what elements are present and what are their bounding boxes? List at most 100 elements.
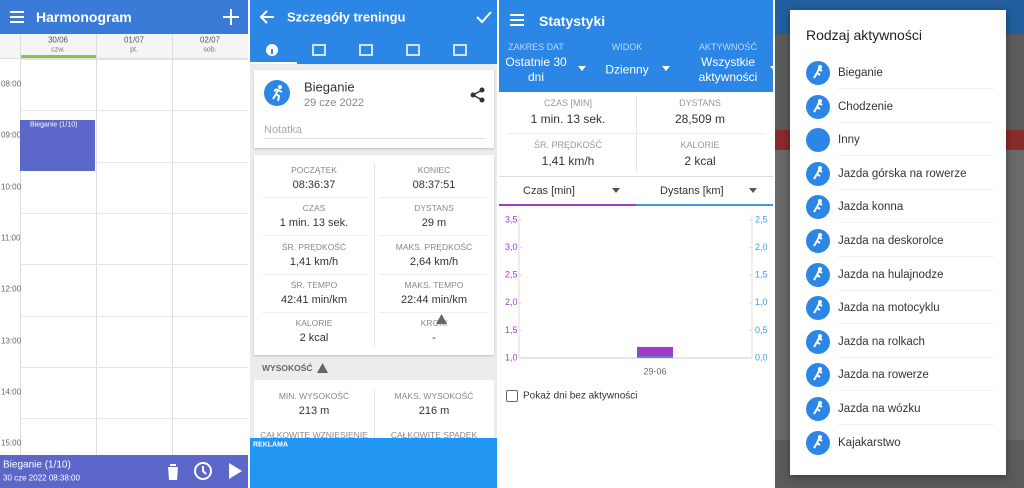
y-tick-label: 2,0	[505, 297, 518, 307]
menu-button[interactable]	[8, 8, 26, 26]
filter-value: Wszystkie aktywności	[698, 55, 758, 84]
day-date: 30/06	[47, 35, 69, 45]
y-tick-label: 2,5	[505, 270, 518, 280]
stat-value: 213 m	[298, 405, 330, 417]
stat-label: KROKI	[420, 318, 448, 329]
y-tick-label: 1,5	[505, 325, 518, 335]
series-selector[interactable]: Dystans [km]	[660, 185, 724, 197]
event-block[interactable]: Bieganie (1/10)	[20, 120, 95, 171]
bottom-bar: Bieganie (1/10) 30 cze 2022 08:38:00	[0, 455, 248, 488]
ad-label: REKLAMA	[253, 441, 288, 449]
dialog: Rodzaj aktywności Bieganie Chodzenie Inny Ja…	[790, 10, 1006, 475]
summary-label: CZAS [MIN]	[543, 98, 592, 108]
hour-line	[20, 161, 248, 163]
warning-icon	[436, 314, 447, 324]
play-button[interactable]	[227, 461, 243, 481]
activity-option[interactable]: Chodzenie	[804, 90, 994, 123]
share-button[interactable]	[470, 87, 486, 103]
activity-option[interactable]: Jazda na wózku	[804, 393, 994, 425]
stat-value: 08:36:37	[292, 179, 336, 191]
option-divider	[838, 155, 994, 157]
warning-icon	[317, 363, 328, 373]
time-button[interactable]	[193, 461, 213, 481]
tab-icon[interactable]	[265, 43, 279, 57]
stat-label: CAŁKOWITE WZNIESIENIE	[260, 430, 368, 440]
row-divider	[379, 273, 487, 275]
tab-icon[interactable]	[312, 43, 326, 57]
activity-option[interactable]: Jazda górska na rowerze	[804, 157, 994, 190]
day-date: 02/07	[199, 35, 221, 45]
stat-label: KONIEC	[417, 165, 451, 175]
hour-line	[20, 212, 248, 214]
activity-name: Jazda na rolkach	[838, 335, 925, 348]
activity-icon	[806, 94, 830, 119]
activity-icon	[806, 262, 830, 287]
activity-icon	[806, 363, 830, 388]
series-selector[interactable]: Czas [min]	[523, 185, 575, 197]
activity-icon	[806, 229, 830, 253]
back-button[interactable]	[258, 8, 276, 26]
app-bar: Statystyki ZAKRES DAT Ostatnie 30 dni WIDOK…	[499, 0, 773, 92]
stat-value: 42:41 min/km	[280, 293, 348, 306]
day-weekday: pt.	[130, 46, 138, 54]
header-card: Bieganie 29 cze 2022 Notatka	[254, 70, 494, 148]
stat-label: POCZĄTEK	[291, 165, 337, 175]
activity-option[interactable]: Bieganie	[804, 57, 994, 89]
option-divider	[838, 424, 994, 425]
activity-option[interactable]: Jazda na hulajnodze	[804, 258, 994, 291]
save-button[interactable]	[476, 9, 492, 25]
stat-label: DYSTANS	[414, 203, 454, 214]
note-input[interactable]: Notatka	[264, 124, 302, 136]
activity-date: 29 cze 2022	[304, 97, 364, 109]
option-divider	[838, 121, 994, 123]
series-underline	[499, 204, 636, 206]
activity-option[interactable]: Jazda na rowerze	[804, 359, 994, 392]
hour-line	[20, 366, 248, 368]
activity-option[interactable]: Jazda na rolkach	[804, 325, 994, 358]
delete-button[interactable]	[164, 461, 182, 481]
day-weekday: czw.	[51, 46, 65, 54]
activity-option[interactable]: Inny	[804, 124, 994, 157]
activity-name: Bieganie	[304, 79, 355, 95]
note-underline	[264, 138, 486, 139]
option-divider	[838, 88, 994, 89]
row-divider	[262, 273, 370, 275]
tab-icon[interactable]	[359, 43, 373, 57]
activity-name: Chodzenie	[838, 100, 893, 113]
hour-label: 08:00	[1, 79, 22, 89]
tab-icon[interactable]	[453, 43, 467, 57]
summary-shadow	[499, 176, 773, 177]
activity-option[interactable]: Jazda na motocyklu	[804, 292, 994, 325]
summary-label: KALORIE	[680, 140, 720, 150]
x-tick-label: 29-06	[643, 366, 666, 376]
y2-tick-label: 2,5	[755, 214, 768, 224]
y2-tick-label: 0,0	[755, 352, 768, 362]
row-divider	[379, 197, 487, 198]
series-underline	[636, 204, 773, 206]
option-divider	[838, 356, 994, 358]
stat-value: 29 m	[421, 217, 447, 230]
stat-value: 2,64 km/h	[409, 255, 459, 268]
tab-indicator	[250, 62, 297, 64]
app-bar: Harmonogram	[0, 0, 248, 34]
activity-option[interactable]: Jazda na deskorolce	[804, 225, 994, 257]
tab-icon[interactable]	[406, 43, 420, 57]
option-divider	[838, 256, 994, 257]
activity-icon	[806, 397, 830, 421]
dropdown-arrow	[612, 188, 620, 193]
chart: 1,0 1,5 2,0 2,5 3,0 3,5 0,0 0,5 1,0 1,5 2,0 2,5 29-0…	[505, 214, 768, 376]
section-title: WYSOKOŚĆ	[262, 363, 313, 373]
activity-icon	[264, 80, 290, 106]
hour-line	[20, 315, 248, 317]
app-title: Szczegóły treningu	[287, 9, 406, 25]
checkbox[interactable]	[506, 390, 518, 402]
menu-button[interactable]	[508, 11, 526, 29]
filter-value: Dzienny	[605, 62, 649, 77]
filter-label: WIDOK	[611, 42, 643, 52]
activity-option[interactable]: Kajakarstwo	[804, 426, 994, 459]
activity-name: Jazda konna	[838, 201, 904, 214]
add-button[interactable]	[222, 8, 240, 26]
stat-value: 1 min. 13 sek.	[279, 217, 349, 230]
activity-name: Bieganie	[838, 67, 883, 79]
activity-option[interactable]: Jazda konna	[804, 191, 994, 224]
